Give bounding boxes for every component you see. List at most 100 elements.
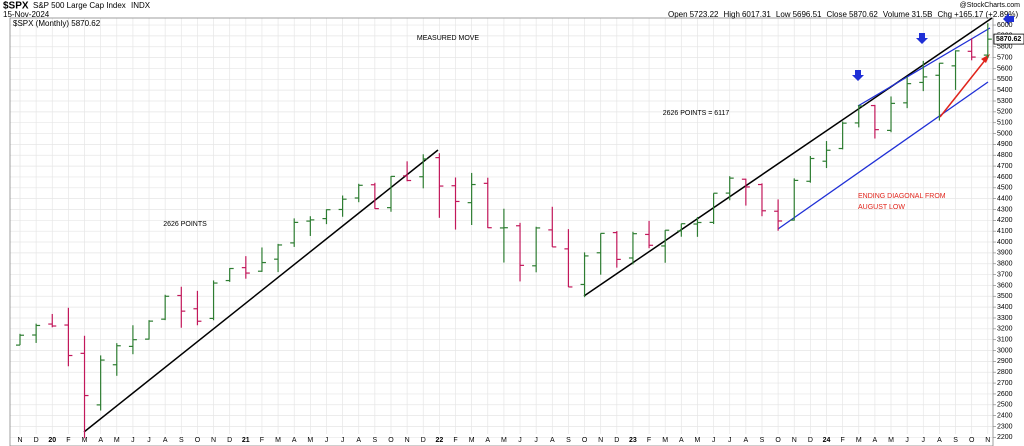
x-tick-label: A bbox=[98, 437, 103, 444]
x-tick-label: A bbox=[356, 437, 361, 444]
exchange: INDX bbox=[131, 1, 151, 10]
y-tick-label: 5400 bbox=[997, 87, 1013, 94]
stat-label: Open bbox=[668, 10, 688, 19]
watermark: @StockCharts.com bbox=[960, 2, 1021, 9]
x-tick-label: M bbox=[82, 437, 88, 444]
y-tick-label: 4700 bbox=[997, 163, 1013, 170]
y-tick-label: 4900 bbox=[997, 141, 1013, 148]
x-tick-label: J bbox=[728, 437, 732, 444]
x-tick-label: M bbox=[856, 437, 862, 444]
x-tick-label: M bbox=[662, 437, 668, 444]
stat-value: 5723.22 bbox=[690, 10, 719, 19]
y-tick-label: 5300 bbox=[997, 98, 1013, 105]
x-tick-label: 22 bbox=[435, 437, 443, 444]
y-tick-label: 3600 bbox=[997, 282, 1013, 289]
trendline bbox=[583, 17, 993, 297]
marker-arrow bbox=[1003, 13, 1014, 25]
channel-line bbox=[777, 81, 989, 230]
x-tick-label: F bbox=[260, 437, 264, 444]
x-tick-label: M bbox=[114, 437, 120, 444]
annotation: MEASURED MOVE bbox=[417, 35, 480, 42]
x-tick-label: S bbox=[373, 437, 378, 444]
x-tick-label: A bbox=[292, 437, 297, 444]
stat-value: +165.17 (+2.89%) bbox=[954, 10, 1018, 19]
x-tick-label: D bbox=[614, 437, 619, 444]
x-tick-label: A bbox=[873, 437, 878, 444]
x-tick-label: O bbox=[582, 437, 588, 444]
axes: 2200 2300 2400 2500 2600 2700 2800 2900 3000 3100… bbox=[17, 22, 1024, 444]
y-tick-label: 3000 bbox=[997, 347, 1013, 354]
x-tick-label: N bbox=[598, 437, 603, 444]
x-tick-label: M bbox=[695, 437, 701, 444]
marker-arrow bbox=[916, 33, 928, 44]
y-tick-label: 5700 bbox=[997, 54, 1013, 61]
x-tick-label: 21 bbox=[242, 437, 250, 444]
y-tick-label: 4600 bbox=[997, 174, 1013, 181]
x-tick-label: S bbox=[179, 437, 184, 444]
y-tick-label: 4000 bbox=[997, 239, 1013, 246]
x-tick-label: A bbox=[163, 437, 168, 444]
marker-arrow bbox=[852, 70, 864, 81]
x-tick-label: D bbox=[421, 437, 426, 444]
last-price-label: 5870.62 bbox=[996, 36, 1021, 43]
stat-label: Low bbox=[776, 10, 791, 19]
y-tick-label: 2700 bbox=[997, 380, 1013, 387]
x-tick-label: N bbox=[985, 437, 990, 444]
y-tick-label: 2900 bbox=[997, 358, 1013, 365]
x-tick-label: 24 bbox=[823, 437, 831, 444]
x-tick-label: J bbox=[534, 437, 538, 444]
y-tick-label: 5000 bbox=[997, 130, 1013, 137]
x-tick-label: F bbox=[840, 437, 844, 444]
x-tick-label: M bbox=[888, 437, 894, 444]
stat-label: Close bbox=[826, 10, 847, 19]
y-tick-label: 5200 bbox=[997, 109, 1013, 116]
x-tick-label: M bbox=[469, 437, 475, 444]
x-tick-label: J bbox=[712, 437, 716, 444]
stat-label: Chg bbox=[937, 10, 952, 19]
stat-value: 6017.31 bbox=[742, 10, 771, 19]
y-tick-label: 3300 bbox=[997, 315, 1013, 322]
y-tick-label: 3800 bbox=[997, 261, 1013, 268]
y-tick-label: 4800 bbox=[997, 152, 1013, 159]
x-tick-label: O bbox=[388, 437, 394, 444]
x-tick-label: 20 bbox=[48, 437, 56, 444]
x-tick-label: S bbox=[760, 437, 765, 444]
annotation: 2626 POINTS = 6117 bbox=[663, 110, 730, 117]
x-tick-label: N bbox=[792, 437, 797, 444]
y-tick-label: 2400 bbox=[997, 412, 1013, 419]
y-tick-label: 5500 bbox=[997, 76, 1013, 83]
x-tick-label: D bbox=[808, 437, 813, 444]
x-tick-label: O bbox=[775, 437, 781, 444]
stats: Open 5723.22 High 6017.31 Low 5696.51 Close 587… bbox=[668, 10, 1019, 19]
channel-line bbox=[857, 27, 991, 107]
x-tick-label: N bbox=[405, 437, 410, 444]
y-tick-label: 2600 bbox=[997, 391, 1013, 398]
y-tick-label: 4100 bbox=[997, 228, 1013, 235]
plot-frame bbox=[9, 17, 994, 446]
x-tick-label: J bbox=[325, 437, 329, 444]
stat-value: 5870.62 bbox=[849, 10, 878, 19]
y-tick-label: 3400 bbox=[997, 304, 1013, 311]
y-tick-label: 3200 bbox=[997, 326, 1013, 333]
y-tick-label: 4500 bbox=[997, 185, 1013, 192]
x-tick-label: J bbox=[905, 437, 909, 444]
x-tick-label: S bbox=[953, 437, 958, 444]
y-tick-label: 3100 bbox=[997, 337, 1013, 344]
x-tick-label: D bbox=[34, 437, 39, 444]
y-tick-label: 2800 bbox=[997, 369, 1013, 376]
y-tick-label: 5100 bbox=[997, 120, 1013, 127]
x-tick-label: S bbox=[566, 437, 571, 444]
x-tick-label: F bbox=[453, 437, 457, 444]
x-tick-label: A bbox=[937, 437, 942, 444]
x-tick-label: N bbox=[17, 437, 22, 444]
x-tick-label: A bbox=[485, 437, 490, 444]
y-tick-label: 4300 bbox=[997, 206, 1013, 213]
annotation: AUGUST LOW bbox=[858, 204, 905, 211]
x-tick-label: M bbox=[275, 437, 281, 444]
grid bbox=[10, 18, 993, 438]
x-tick-label: A bbox=[550, 437, 555, 444]
y-tick-label: 5800 bbox=[997, 44, 1013, 51]
y-tick-label: 4400 bbox=[997, 195, 1013, 202]
